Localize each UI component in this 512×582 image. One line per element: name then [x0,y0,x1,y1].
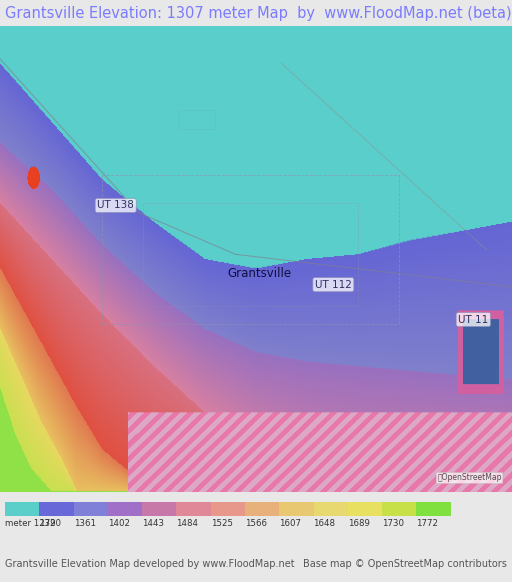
Text: UT 112: UT 112 [315,279,352,290]
Bar [382,502,416,516]
Bar [245,502,279,516]
Text: 1648: 1648 [313,519,335,528]
Bar [5,502,39,516]
Text: meter 1279: meter 1279 [5,519,56,528]
Text: 1320: 1320 [39,519,61,528]
Text: 1566: 1566 [245,519,267,528]
Bar [279,502,313,516]
Bar [74,502,108,516]
Bar [108,502,142,516]
Bar [142,502,177,516]
Text: UT 138: UT 138 [97,200,134,211]
Text: 1484: 1484 [177,519,199,528]
Text: 1607: 1607 [279,519,301,528]
Text: 1772: 1772 [416,519,438,528]
Text: 1402: 1402 [108,519,130,528]
Text: 1361: 1361 [74,519,96,528]
Bar [313,502,348,516]
Text: Grantsville: Grantsville [228,267,292,281]
Text: Base map © OpenStreetMap contributors: Base map © OpenStreetMap contributors [303,559,507,569]
Text: Grantsville Elevation Map developed by www.FloodMap.net: Grantsville Elevation Map developed by w… [5,559,295,569]
Text: 1689: 1689 [348,519,370,528]
Text: Grantsville Elevation: 1307 meter Map  by  www.FloodMap.net (beta): Grantsville Elevation: 1307 meter Map by… [5,6,512,20]
Text: 1730: 1730 [382,519,404,528]
Bar [211,502,245,516]
Bar [348,502,382,516]
Text: UT 11: UT 11 [458,314,488,325]
Text: ⓂOpenStreetMap: ⓂOpenStreetMap [437,474,502,482]
Bar [39,502,74,516]
Bar [177,502,211,516]
Bar [416,502,451,516]
Text: 1525: 1525 [211,519,233,528]
Text: 1443: 1443 [142,519,164,528]
